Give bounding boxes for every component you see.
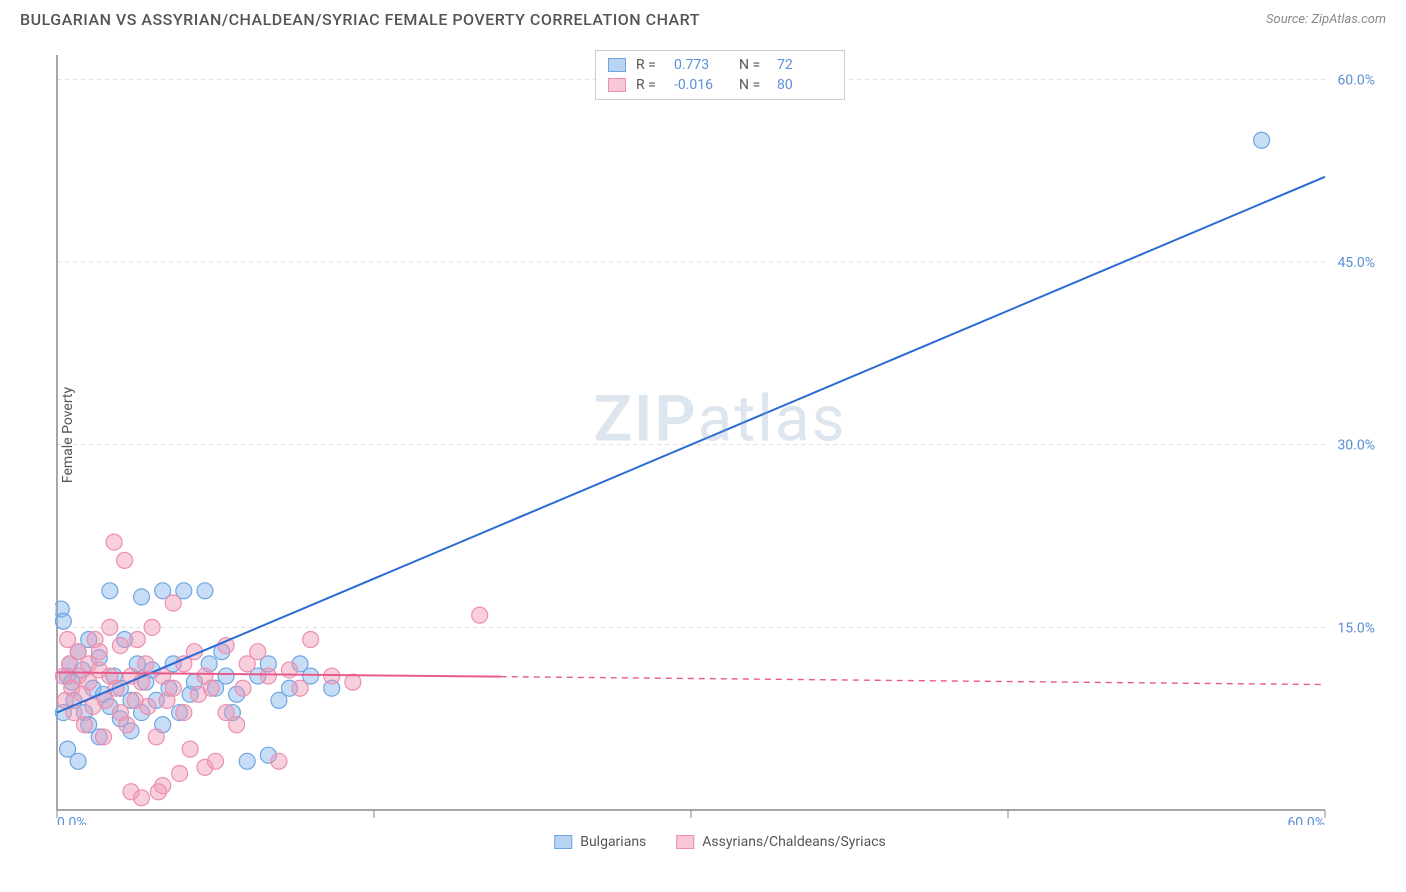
legend-swatch bbox=[554, 835, 572, 849]
scatter-point bbox=[218, 668, 234, 684]
legend-item: Assyrians/Chaldeans/Syriacs bbox=[676, 834, 885, 850]
x-tick-label: 60.0% bbox=[1287, 815, 1325, 825]
scatter-point bbox=[134, 790, 150, 806]
legend-label: Assyrians/Chaldeans/Syriacs bbox=[702, 834, 885, 850]
scatter-point bbox=[239, 753, 255, 769]
legend-label: Bulgarians bbox=[580, 834, 646, 850]
scatter-point bbox=[172, 765, 188, 781]
scatter-point bbox=[140, 698, 156, 714]
scatter-point bbox=[144, 619, 160, 635]
legend-r-value: 0.773 bbox=[674, 57, 729, 73]
scatter-point bbox=[303, 632, 319, 648]
legend-row: R = -0.016 N = 80 bbox=[608, 75, 832, 95]
scatter-point bbox=[119, 717, 135, 733]
scatter-plot: 15.0% 30.0% 45.0% 60.0% 0.0% 60.0% bbox=[55, 45, 1385, 825]
legend-item: Bulgarians bbox=[554, 834, 646, 850]
chart-area: Female Poverty 15.0%30.0%45.0%60.0%0.0%6… bbox=[55, 45, 1385, 825]
scatter-point bbox=[250, 644, 266, 660]
scatter-point bbox=[102, 619, 118, 635]
legend-swatch bbox=[676, 835, 694, 849]
scatter-point bbox=[129, 632, 145, 648]
y-tick-label: 60.0% bbox=[1337, 72, 1375, 88]
scatter-point bbox=[95, 729, 111, 745]
scatter-point bbox=[91, 644, 107, 660]
legend-swatch bbox=[608, 58, 626, 72]
scatter-point bbox=[229, 717, 245, 733]
scatter-point bbox=[208, 753, 224, 769]
chart-title: BULGARIAN VS ASSYRIAN/CHALDEAN/SYRIAC FE… bbox=[20, 10, 700, 29]
scatter-point bbox=[138, 656, 154, 672]
scatter-point bbox=[117, 552, 133, 568]
y-tick-label: 15.0% bbox=[1337, 620, 1375, 636]
x-tick-label: 0.0% bbox=[57, 815, 87, 825]
scatter-point bbox=[345, 674, 361, 690]
legend-r-value: -0.016 bbox=[674, 77, 729, 93]
correlation-legend: R = 0.773 N = 72 R = -0.016 N = 80 bbox=[595, 50, 845, 100]
source-attribution: Source: ZipAtlas.com bbox=[1266, 12, 1386, 27]
scatter-point bbox=[106, 534, 122, 550]
scatter-point bbox=[55, 613, 71, 629]
legend-n-label: N = bbox=[739, 77, 767, 93]
scatter-point bbox=[134, 589, 150, 605]
scatter-point bbox=[165, 680, 181, 696]
scatter-point bbox=[112, 638, 128, 654]
scatter-point bbox=[197, 583, 213, 599]
y-tick-label: 45.0% bbox=[1337, 255, 1375, 271]
series-legend: Bulgarians Assyrians/Chaldeans/Syriacs bbox=[554, 834, 886, 850]
legend-n-value: 80 bbox=[777, 77, 832, 93]
scatter-point bbox=[1254, 132, 1270, 148]
scatter-point bbox=[102, 583, 118, 599]
scatter-point bbox=[271, 753, 287, 769]
scatter-point bbox=[70, 753, 86, 769]
scatter-point bbox=[260, 668, 276, 684]
y-tick-label: 30.0% bbox=[1337, 438, 1375, 454]
scatter-point bbox=[472, 607, 488, 623]
scatter-point bbox=[235, 680, 251, 696]
scatter-point bbox=[176, 705, 192, 721]
scatter-point bbox=[182, 741, 198, 757]
legend-r-label: R = bbox=[636, 77, 664, 93]
legend-row: R = 0.773 N = 72 bbox=[608, 55, 832, 75]
scatter-point bbox=[218, 638, 234, 654]
scatter-point bbox=[292, 680, 308, 696]
scatter-point bbox=[148, 729, 164, 745]
legend-r-label: R = bbox=[636, 57, 664, 73]
scatter-point bbox=[155, 778, 171, 794]
scatter-point bbox=[165, 595, 181, 611]
legend-swatch bbox=[608, 78, 626, 92]
legend-n-label: N = bbox=[739, 57, 767, 73]
scatter-point bbox=[203, 680, 219, 696]
scatter-point bbox=[76, 717, 92, 733]
legend-n-value: 72 bbox=[777, 57, 832, 73]
